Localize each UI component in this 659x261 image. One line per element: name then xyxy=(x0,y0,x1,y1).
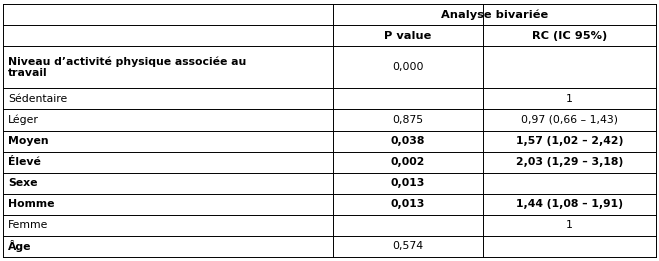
Text: Moyen: Moyen xyxy=(9,136,49,146)
Text: RC (IC 95%): RC (IC 95%) xyxy=(532,31,607,41)
Text: 1: 1 xyxy=(566,94,573,104)
Text: 1: 1 xyxy=(566,220,573,230)
Text: 0,574: 0,574 xyxy=(392,241,424,251)
Text: 0,013: 0,013 xyxy=(391,199,425,209)
Text: Niveau d’activité physique associée au
travail: Niveau d’activité physique associée au t… xyxy=(9,56,246,78)
Text: 0,002: 0,002 xyxy=(391,157,425,167)
Text: Analyse bivariée: Analyse bivariée xyxy=(441,9,548,20)
Text: 0,000: 0,000 xyxy=(392,62,424,72)
Text: P value: P value xyxy=(384,31,432,41)
Text: 1,44 (1,08 – 1,91): 1,44 (1,08 – 1,91) xyxy=(516,199,623,209)
Text: Âge: Âge xyxy=(9,240,32,252)
Text: Femme: Femme xyxy=(9,220,49,230)
Text: Élevé: Élevé xyxy=(9,157,41,167)
Text: 1,57 (1,02 – 2,42): 1,57 (1,02 – 2,42) xyxy=(516,136,623,146)
Text: Sexe: Sexe xyxy=(9,178,38,188)
Text: Sédentaire: Sédentaire xyxy=(9,94,67,104)
Text: 0,97 (0,66 – 1,43): 0,97 (0,66 – 1,43) xyxy=(521,115,618,125)
Text: 0,013: 0,013 xyxy=(391,178,425,188)
Text: Léger: Léger xyxy=(9,115,39,125)
Text: 0,875: 0,875 xyxy=(392,115,424,125)
Text: 2,03 (1,29 – 3,18): 2,03 (1,29 – 3,18) xyxy=(516,157,623,167)
Text: Homme: Homme xyxy=(9,199,55,209)
Text: 0,038: 0,038 xyxy=(391,136,425,146)
